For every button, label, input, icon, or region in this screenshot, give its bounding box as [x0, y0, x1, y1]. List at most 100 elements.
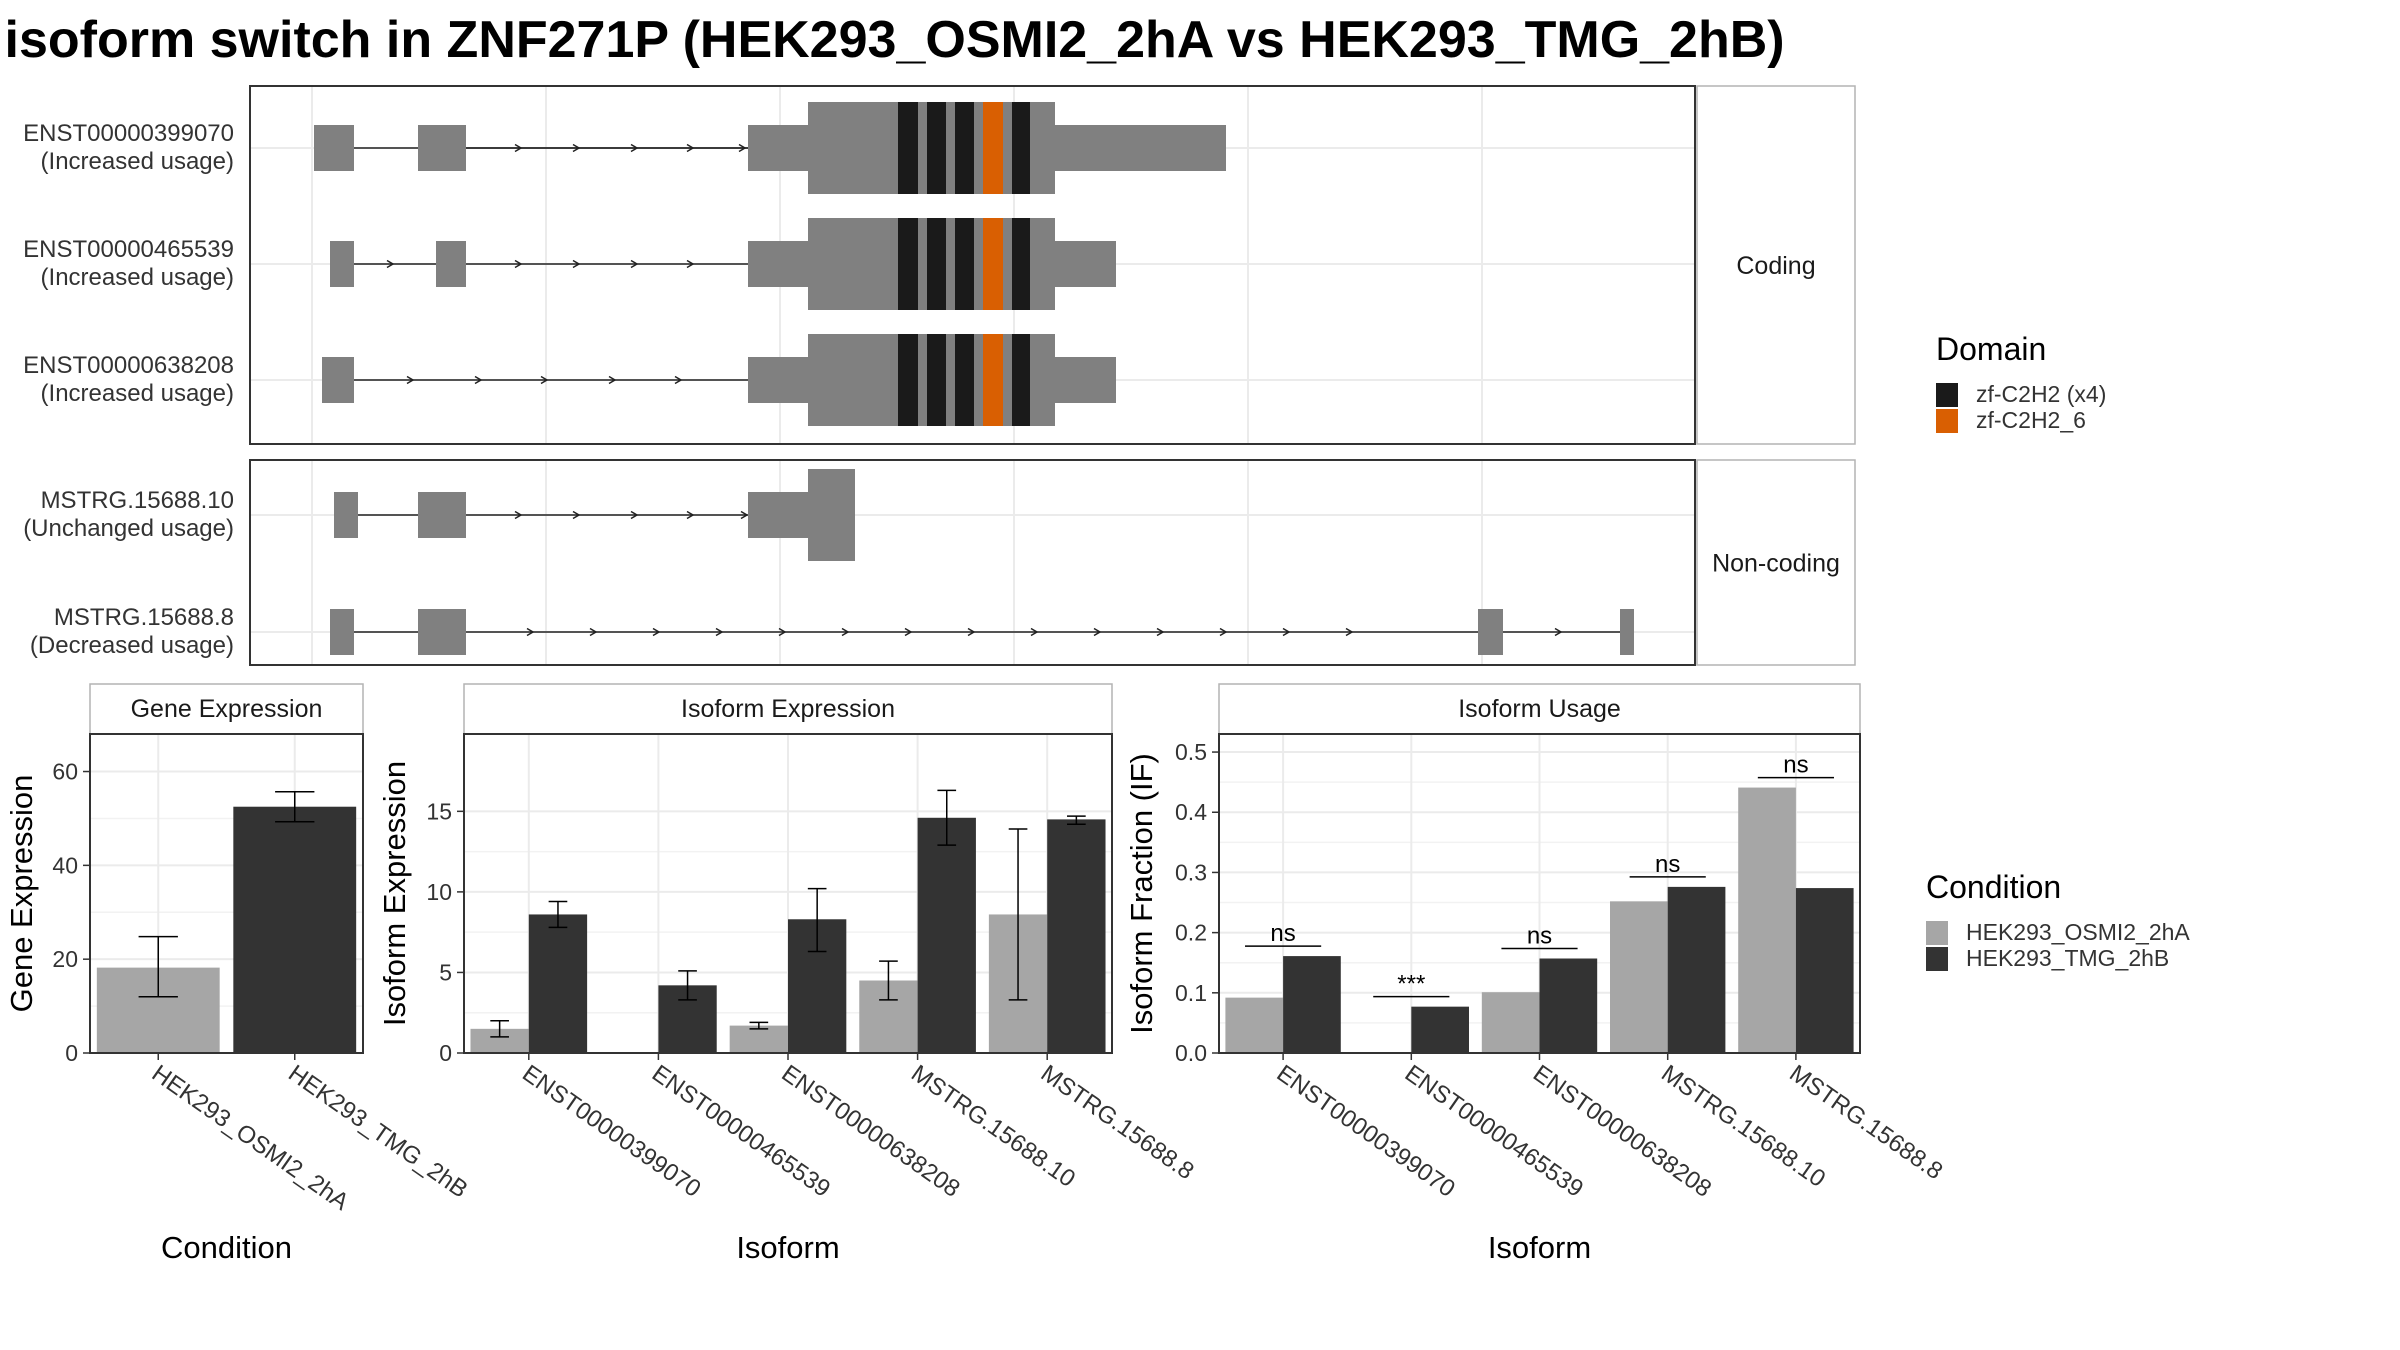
noncoding-transcript-2-strand-arrow	[904, 627, 913, 637]
x-axis-title: Isoform	[1488, 1230, 1591, 1265]
chart-title: Isoform Expression	[681, 695, 895, 723]
domain-legend-swatch	[1936, 383, 1958, 407]
bar	[1795, 888, 1854, 1053]
domain-legend-title: Domain	[1936, 331, 2046, 367]
coding-transcript-2-domain-zf-c2h2-6	[983, 218, 1003, 310]
chart-panel-border	[89, 733, 364, 1054]
coding-transcript-2-domain-zf-c2h2-x4	[898, 218, 918, 310]
y-tick-label: 0.1	[1175, 980, 1207, 1006]
coding-transcript-1-strand-arrow	[686, 143, 695, 153]
coding-transcript-3-domain-zf-c2h2-x4	[955, 334, 974, 426]
y-axis-title: Isoform Expression	[377, 761, 412, 1026]
y-tick-label: 0.2	[1175, 920, 1207, 946]
significance-label: ns	[1527, 923, 1552, 950]
noncoding-panel-border	[249, 459, 1696, 666]
significance-label: ns	[1270, 920, 1295, 947]
isoform-structure-panels: CodingNon-codingENST00000399070(Increase…	[23, 85, 1856, 666]
domain-legend-swatch	[1936, 409, 1958, 433]
coding-strip-label: Coding	[1736, 252, 1815, 280]
coding-transcript-1-exon	[314, 125, 354, 171]
noncoding-transcript-2-strand-arrow	[652, 627, 661, 637]
noncoding-transcript-2-strand-arrow	[1345, 627, 1354, 637]
coding-transcript-1-domain-zf-c2h2-x4	[898, 102, 918, 194]
coding-transcript-3-domain-zf-c2h2-x4	[898, 334, 918, 426]
significance-label: ns	[1783, 752, 1808, 779]
noncoding-transcript-2-strand-arrow	[1156, 627, 1165, 637]
coding-transcript-1-domain-zf-c2h2-x4	[955, 102, 974, 194]
coding-transcript-1-strand-arrow	[630, 143, 639, 153]
coding-transcript-1-strand-arrow	[572, 143, 581, 153]
chart-title: Isoform Usage	[1458, 695, 1621, 723]
significance-label: ns	[1655, 851, 1680, 878]
y-tick-label: 60	[52, 759, 78, 785]
transcript-usage-label: (Unchanged usage)	[23, 515, 234, 542]
figure-title: Gene isoform switch in ZNF271P (HEK293_O…	[0, 11, 1785, 69]
bar	[233, 806, 357, 1053]
y-tick-label: 0.5	[1175, 739, 1207, 765]
y-tick-label: 10	[426, 879, 452, 905]
coding-transcript-3-utr3-exon	[1055, 357, 1116, 403]
y-tick-label: 0.3	[1175, 859, 1207, 885]
noncoding-transcript-2-strand-arrow	[1554, 627, 1563, 637]
noncoding-transcript-1-exon	[334, 492, 358, 538]
coding-transcript-3-domain-zf-c2h2-6	[983, 334, 1003, 426]
bar	[1047, 819, 1106, 1053]
bar	[1283, 956, 1341, 1053]
coding-transcript-1-strand-arrow	[738, 143, 747, 153]
condition-legend-swatch	[1926, 947, 1948, 971]
coding-transcript-1-domain-zf-c2h2-x4	[1012, 102, 1030, 194]
bar	[917, 817, 976, 1053]
y-axis-title: Gene Expression	[4, 775, 39, 1013]
noncoding-transcript-1-strand-arrow	[514, 510, 523, 520]
coding-transcript-3-strand-arrow	[474, 375, 483, 385]
noncoding-transcript-2-strand-arrow	[841, 627, 850, 637]
bar	[1667, 886, 1726, 1053]
noncoding-transcript-2-exon	[1620, 609, 1634, 655]
noncoding-transcript-1-strand-arrow	[740, 510, 749, 520]
bar	[1481, 992, 1540, 1053]
y-tick-label: 40	[52, 852, 78, 878]
noncoding-transcript-2-strand-arrow	[967, 627, 976, 637]
bar	[1225, 997, 1284, 1053]
noncoding-transcript-2-exon	[330, 609, 354, 655]
coding-transcript-2-domain-zf-c2h2-x4	[1012, 218, 1030, 310]
bar	[1539, 958, 1598, 1053]
y-tick-label: 0	[439, 1040, 452, 1066]
condition-legend-swatch	[1926, 921, 1948, 945]
coding-transcript-2-domain-zf-c2h2-x4	[927, 218, 946, 310]
coding-transcript-2-exon	[330, 241, 354, 287]
coding-transcript-1-domain-zf-c2h2-6	[983, 102, 1003, 194]
coding-transcript-2-strand-arrow	[514, 259, 523, 269]
bar	[1738, 787, 1796, 1053]
transcript-id-label: ENST00000638208	[23, 352, 234, 379]
coding-transcript-2-utr-exon	[748, 241, 808, 287]
coding-transcript-2-utr3-exon	[1055, 241, 1116, 287]
noncoding-transcript-2-exon	[418, 609, 466, 655]
legends: Domain zf-C2H2 (x4)zf-C2H2_6 Condition HEK2…	[1926, 331, 2190, 971]
transcript-usage-label: (Increased usage)	[41, 380, 234, 407]
chart-strip	[1218, 683, 1861, 735]
domain-legend-label: zf-C2H2_6	[1976, 407, 2086, 433]
noncoding-transcript-2-exon	[1478, 609, 1503, 655]
chart-2: Isoform Expression051015ENST00000399070E…	[377, 683, 1199, 1265]
y-tick-label: 5	[439, 959, 452, 985]
coding-transcript-2-exon	[436, 241, 466, 287]
bar	[1610, 901, 1668, 1053]
chart-strip	[463, 683, 1113, 735]
y-tick-label: 20	[52, 946, 78, 972]
x-axis-title: Condition	[161, 1230, 292, 1265]
coding-transcript-2-strand-arrow	[630, 259, 639, 269]
noncoding-transcript-2-strand-arrow	[1219, 627, 1228, 637]
coding-transcript-3-domain-zf-c2h2-x4	[927, 334, 946, 426]
coding-transcript-1-exon	[418, 125, 466, 171]
noncoding-transcript-1-exon	[418, 492, 466, 538]
noncoding-strip	[1696, 459, 1856, 666]
bar	[1411, 1006, 1469, 1053]
coding-transcript-2-strand-arrow	[572, 259, 581, 269]
significance-label: ***	[1397, 971, 1425, 998]
coding-transcript-3-strand-arrow	[540, 375, 549, 385]
coding-transcript-3-domain-zf-c2h2-x4	[1012, 334, 1030, 426]
chart-3: Isoform Usage ns *** ns ns ns 0.0 0.1 0.2 0.3 0.4 0…	[1124, 683, 1947, 1265]
coding-transcript-1-utr-exon	[748, 125, 808, 171]
noncoding-transcript-2-strand-arrow	[526, 627, 535, 637]
